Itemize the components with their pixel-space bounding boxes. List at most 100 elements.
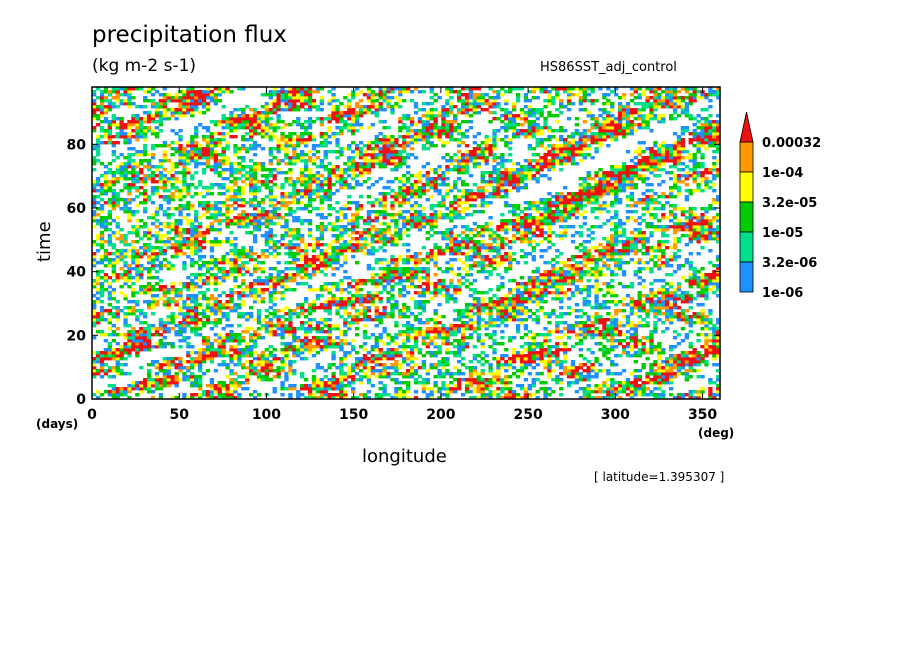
precip-cell (586, 372, 591, 376)
precip-cell (111, 351, 116, 355)
precip-cell (625, 381, 631, 385)
precip-cell (186, 309, 191, 313)
precip-cell (696, 390, 701, 394)
precip-cell (425, 300, 430, 304)
precip-cell (457, 330, 462, 334)
precip-cell (610, 273, 615, 277)
precip-cell (688, 351, 693, 355)
precip-cell (331, 372, 336, 376)
precip-cell (256, 312, 262, 316)
precip-cell (602, 390, 607, 394)
precip-cell (209, 357, 215, 361)
precip-cell (566, 384, 572, 388)
precip-cell (551, 369, 556, 373)
precip-cell (508, 363, 513, 367)
precip-cell (225, 324, 230, 328)
precip-cell (107, 303, 113, 307)
precip-cell (99, 351, 105, 355)
precip-cell (111, 315, 116, 319)
precip-cell (335, 225, 340, 229)
precip-cell (476, 309, 481, 313)
precip-cell (457, 249, 462, 253)
precip-cell (492, 300, 497, 304)
precip-cell (457, 291, 462, 295)
precip-cell (260, 318, 266, 322)
precip-cell (303, 258, 309, 262)
precip-cell (637, 258, 642, 262)
precip-cell (586, 369, 591, 373)
precip-cell (370, 357, 376, 361)
precip-cell (657, 375, 662, 379)
precip-cell (531, 366, 536, 370)
precip-cell (527, 345, 532, 349)
precip-cell (335, 300, 340, 304)
precip-cell (437, 363, 442, 367)
precip-cell (209, 261, 215, 265)
precip-cell (296, 396, 301, 400)
x-axis-unit: (deg) (698, 426, 735, 440)
precip-cell (256, 354, 262, 358)
precip-cell (547, 321, 552, 325)
precip-cell (131, 381, 136, 385)
precip-cell (256, 336, 262, 340)
precip-cell (610, 240, 615, 244)
precip-cell (409, 354, 415, 358)
precip-cell (249, 336, 254, 340)
precip-cell (237, 333, 242, 337)
precip-cell (484, 360, 489, 364)
precip-cell (402, 345, 407, 349)
precip-cell (146, 234, 152, 238)
precip-cell (178, 309, 183, 313)
precip-cell (641, 231, 646, 235)
precip-cell (241, 312, 246, 316)
precip-cell (625, 336, 631, 340)
precip-cell (453, 339, 458, 343)
precip-cell (327, 300, 332, 304)
precip-cell (464, 258, 470, 262)
precip-cell (127, 273, 132, 277)
precip-cell (205, 267, 211, 271)
precip-cell (335, 384, 340, 388)
precip-cell (472, 240, 478, 244)
precip-cell (366, 243, 372, 247)
precip-cell (406, 384, 411, 388)
precip-cell (523, 396, 529, 400)
precip-cell (331, 267, 336, 271)
precip-cell (351, 285, 356, 289)
precip-cell (370, 276, 376, 280)
precip-cell (154, 360, 160, 364)
precip-cell (92, 366, 97, 370)
precip-cell (610, 291, 615, 295)
precip-cell (476, 303, 481, 307)
precip-cell (123, 357, 128, 361)
precip-cell (131, 252, 136, 256)
precip-cell (394, 393, 399, 397)
precip-cell (559, 336, 564, 340)
precip-cell (209, 345, 215, 349)
precip-cell (708, 237, 713, 241)
precip-cell (457, 312, 462, 316)
precip-cell (390, 270, 395, 274)
precip-cell (170, 312, 175, 316)
precip-cell (453, 390, 458, 394)
precip-cell (146, 267, 152, 271)
precip-cell (484, 291, 489, 295)
precip-cell (578, 249, 584, 253)
precip-cell (492, 381, 497, 385)
precip-cell (547, 333, 552, 337)
precip-cell (335, 255, 340, 259)
precip-cell (547, 231, 552, 235)
precip-cell (453, 330, 458, 334)
precip-cell (602, 249, 607, 253)
precip-cell (716, 345, 721, 349)
precip-cell (319, 243, 324, 247)
precip-cell (621, 333, 627, 337)
precip-cell (358, 312, 364, 316)
precip-cell (649, 225, 654, 229)
precip-cell (586, 360, 591, 364)
precip-cell (229, 267, 234, 271)
precip-cell (712, 342, 717, 346)
precip-cell (178, 282, 183, 286)
precip-cell (508, 258, 513, 262)
precip-cell (300, 282, 305, 286)
